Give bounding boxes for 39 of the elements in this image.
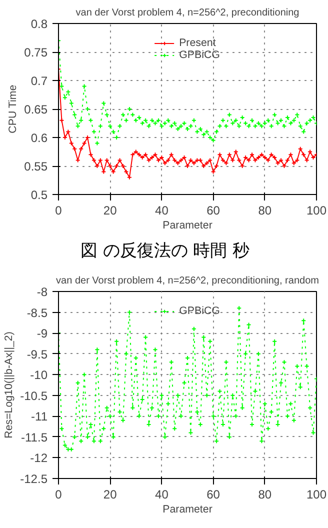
y-tick-label: 0.6 bbox=[30, 131, 48, 145]
legend-label: GPBiCG bbox=[179, 49, 220, 61]
y-tick-label: -11 bbox=[31, 410, 48, 424]
y-tick-label: -12 bbox=[30, 451, 48, 466]
x-tick-label: 20 bbox=[103, 488, 118, 502]
chart-title: van der Vorst problem 4, n=256^2, preconditioning, random bbox=[56, 276, 319, 286]
x-tick-label: 60 bbox=[206, 488, 220, 502]
y-tick-label: -8 bbox=[36, 285, 48, 299]
chart-title: van der Vorst problem 4, n=256^2, preconditioning bbox=[76, 8, 300, 18]
y-tick-label: -9 bbox=[36, 326, 48, 341]
y-axis-title: CPU Time bbox=[7, 84, 20, 134]
x-axis-title: Parameter bbox=[162, 504, 213, 516]
x-tick-label: 40 bbox=[155, 204, 169, 218]
y-tick-label: 0.55 bbox=[24, 160, 48, 174]
x-tick-label: 40 bbox=[155, 488, 169, 502]
x-tick-label: 60 bbox=[206, 204, 220, 218]
x-axis-title: Parameter bbox=[162, 220, 213, 232]
x-tick-label: 100 bbox=[306, 204, 327, 218]
y-tick-label: -10 bbox=[30, 368, 48, 382]
x-tick-label: 0 bbox=[55, 488, 62, 502]
y-tick-label: 0.8 bbox=[30, 17, 48, 31]
y-tick-label: -10.5 bbox=[20, 388, 48, 403]
legend-label: GPBiCG bbox=[179, 305, 220, 317]
y-tick-label: 0.5 bbox=[30, 188, 48, 202]
y-tick-label: 0.75 bbox=[24, 46, 48, 60]
x-tick-label: 100 bbox=[306, 488, 327, 502]
x-tick-label: 80 bbox=[258, 204, 272, 218]
x-tick-label: 80 bbox=[258, 488, 272, 502]
y-axis-title: Res=Log10(||b-Ax||_2) bbox=[3, 332, 16, 438]
y-tick-label: -11.5 bbox=[21, 430, 48, 444]
legend-label: Present bbox=[179, 37, 216, 49]
y-tick-label: 0.7 bbox=[30, 74, 48, 88]
x-tick-label: 0 bbox=[55, 204, 62, 218]
y-tick-label: -8.5 bbox=[26, 306, 48, 320]
y-tick-label: -12.5 bbox=[20, 472, 48, 486]
x-tick-label: 20 bbox=[103, 204, 118, 218]
text: 図 の反復法の 時間 秒 bbox=[80, 240, 250, 263]
y-tick-label: -9.5 bbox=[26, 347, 48, 362]
y-tick-label: 0.65 bbox=[24, 102, 48, 116]
